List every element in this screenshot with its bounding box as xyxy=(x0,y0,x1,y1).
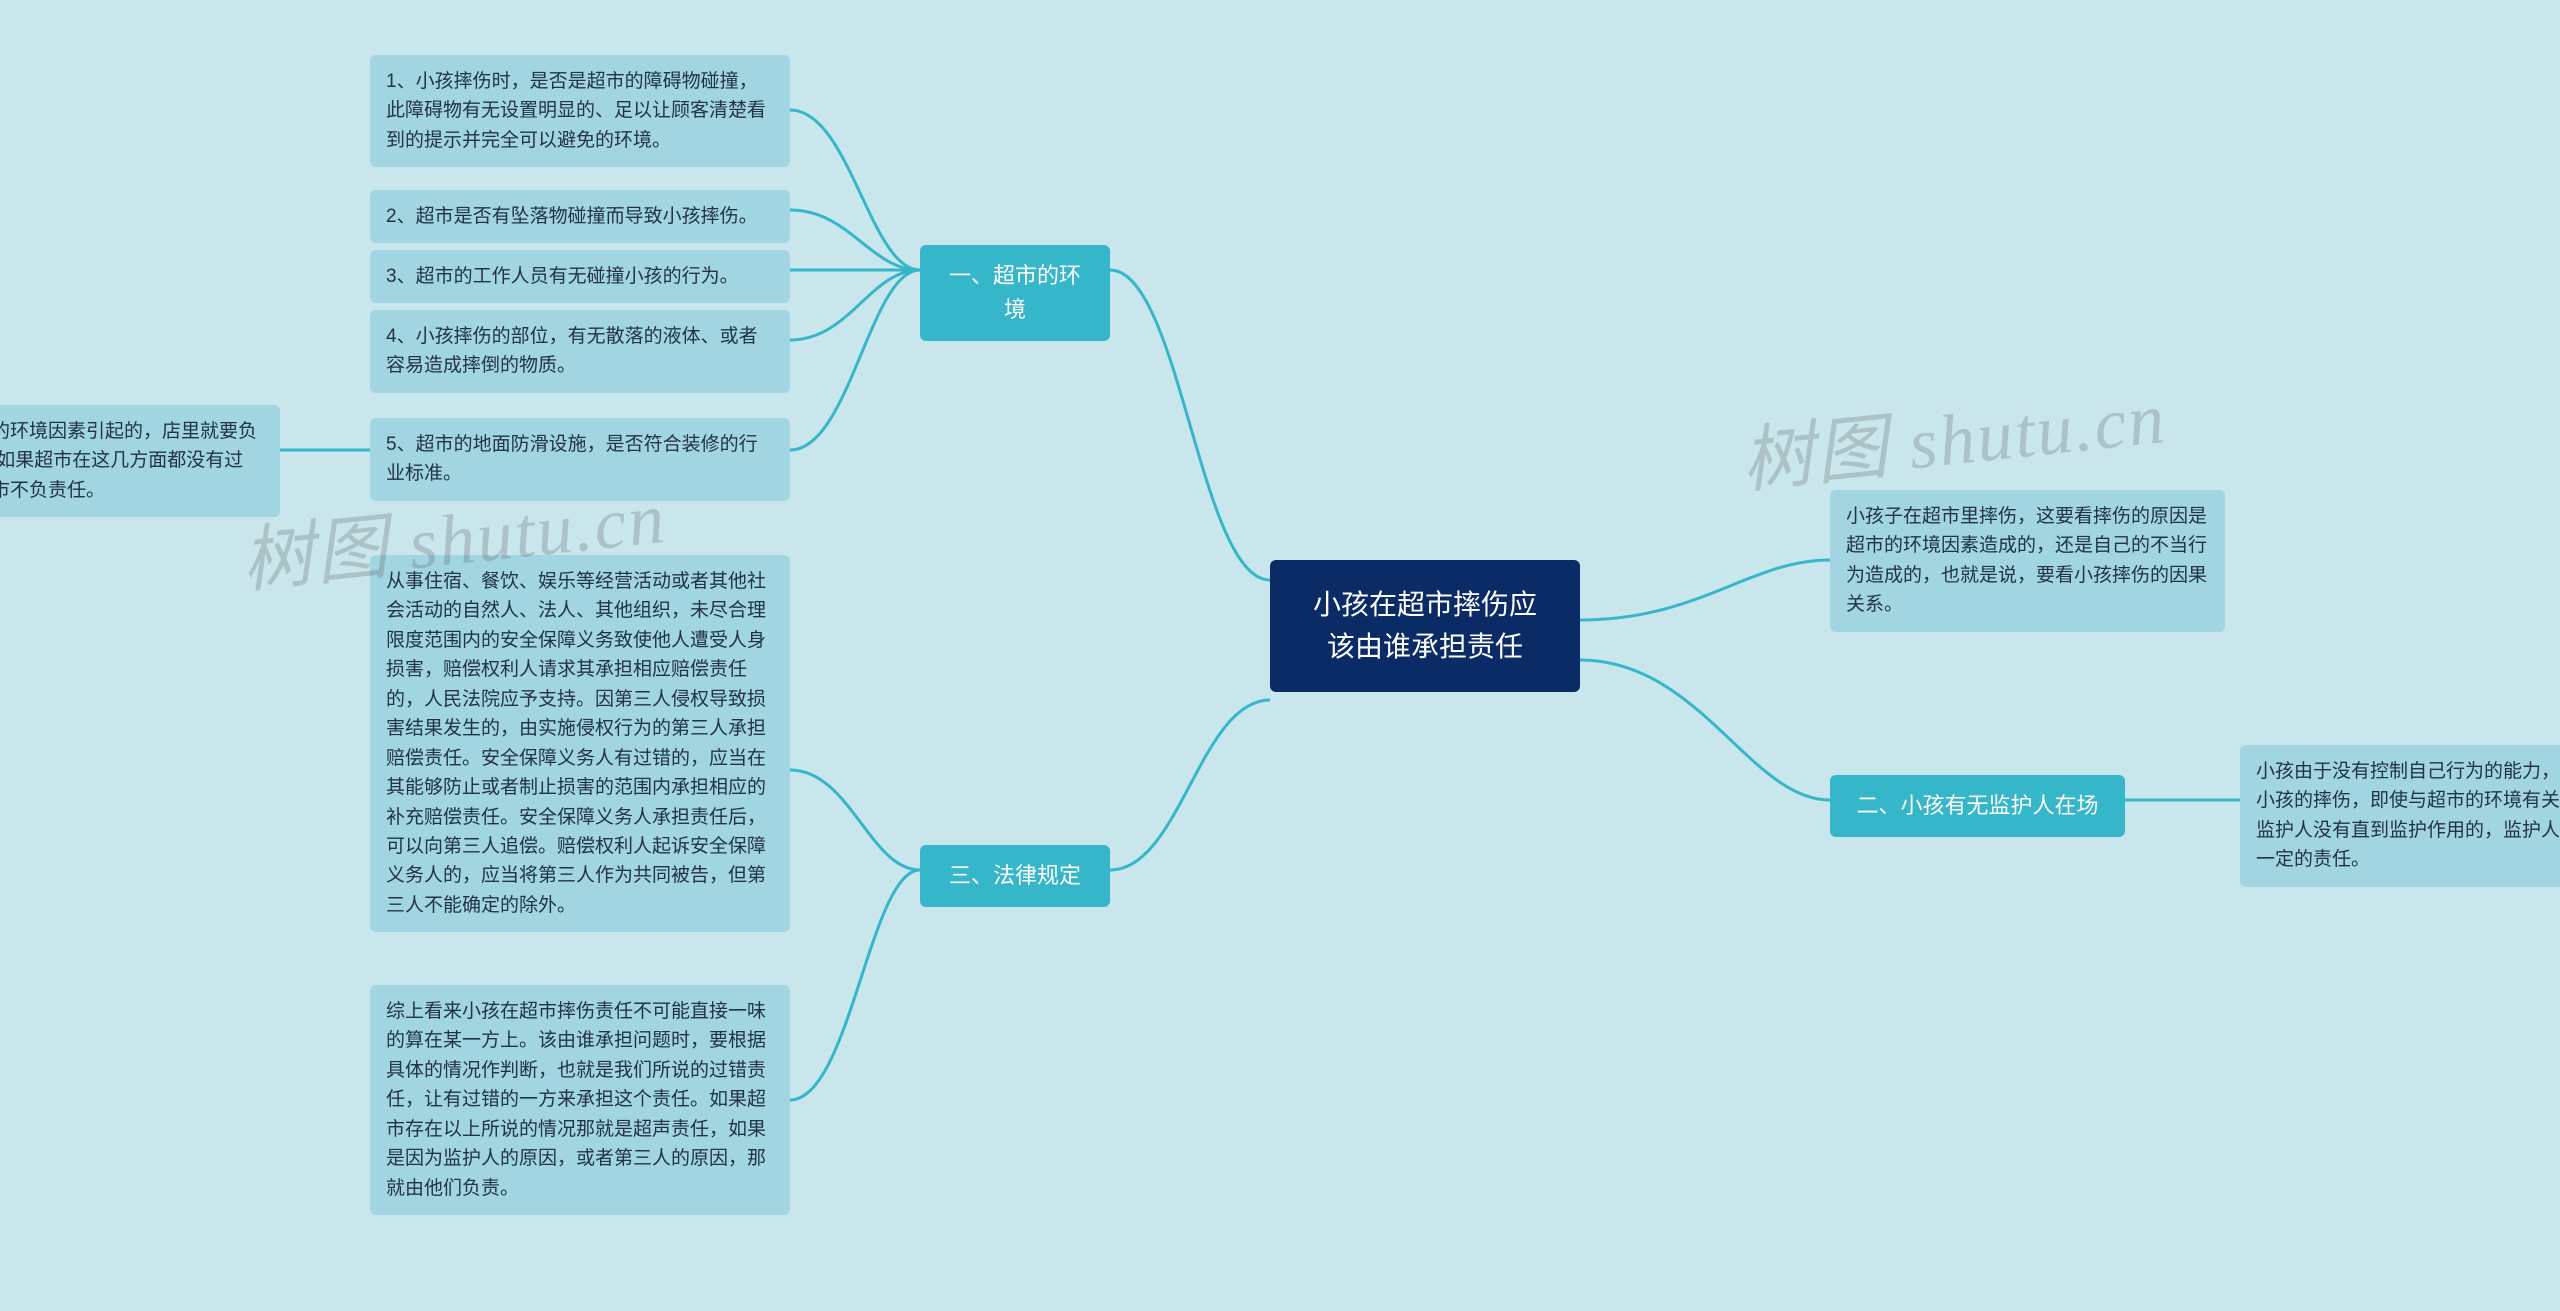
env-text-1: 1、小孩摔伤时，是否是超市的障碍物碰撞，此障碍物有无设置明显的、足以让顾客清楚看… xyxy=(386,71,766,151)
law-leaf-1[interactable]: 从事住宿、餐饮、娱乐等经营活动或者其他社会活动的自然人、法人、其他组织，未尽合理… xyxy=(370,555,790,932)
watermark-2: 树图 shutu.cn xyxy=(1736,358,2171,507)
env-leaf-5-extra[interactable]: 是由于超市的环境因素引起的，店里就要负一定的责任;如果超市在这几方面都没有过错，… xyxy=(0,405,280,517)
env-text-2: 2、超市是否有坠落物碰撞而导致小孩摔伤。 xyxy=(386,206,758,227)
env-text-5-extra: 是由于超市的环境因素引起的，店里就要负一定的责任;如果超市在这几方面都没有过错，… xyxy=(0,421,257,501)
branch-guardian-label: 二、小孩有无监护人在场 xyxy=(1856,793,2098,818)
env-leaf-4[interactable]: 4、小孩摔伤的部位，有无散落的液体、或者容易造成摔倒的物质。 xyxy=(370,310,790,393)
env-leaf-2[interactable]: 2、超市是否有坠落物碰撞而导致小孩摔伤。 xyxy=(370,190,790,243)
center-label: 小孩在超市摔伤应该由谁承担责任 xyxy=(1313,589,1537,662)
intro-leaf[interactable]: 小孩子在超市里摔伤，这要看摔伤的原因是超市的环境因素造成的，还是自己的不当行为造… xyxy=(1830,490,2225,632)
center-node[interactable]: 小孩在超市摔伤应该由谁承担责任 xyxy=(1270,560,1580,692)
env-text-4: 4、小孩摔伤的部位，有无散落的液体、或者容易造成摔倒的物质。 xyxy=(386,326,758,376)
env-leaf-1[interactable]: 1、小孩摔伤时，是否是超市的障碍物碰撞，此障碍物有无设置明显的、足以让顾客清楚看… xyxy=(370,55,790,167)
env-text-5: 5、超市的地面防滑设施，是否符合装修的行业标准。 xyxy=(386,434,758,484)
env-text-3: 3、超市的工作人员有无碰撞小孩的行为。 xyxy=(386,266,739,287)
env-leaf-3[interactable]: 3、超市的工作人员有无碰撞小孩的行为。 xyxy=(370,250,790,303)
intro-text: 小孩子在超市里摔伤，这要看摔伤的原因是超市的环境因素造成的，还是自己的不当行为造… xyxy=(1846,506,2207,615)
law-leaf-2[interactable]: 综上看来小孩在超市摔伤责任不可能直接一味的算在某一方上。该由谁承担问题时，要根据… xyxy=(370,985,790,1215)
branch-law[interactable]: 三、法律规定 xyxy=(920,845,1110,907)
env-leaf-5[interactable]: 5、超市的地面防滑设施，是否符合装修的行业标准。 xyxy=(370,418,790,501)
branch-law-label: 三、法律规定 xyxy=(949,863,1081,888)
branch-env-label: 一、超市的环境 xyxy=(949,263,1081,322)
law-text-1: 从事住宿、餐饮、娱乐等经营活动或者其他社会活动的自然人、法人、其他组织，未尽合理… xyxy=(386,571,766,916)
law-text-2: 综上看来小孩在超市摔伤责任不可能直接一味的算在某一方上。该由谁承担问题时，要根据… xyxy=(386,1001,766,1199)
guardian-text: 小孩由于没有控制自己行为的能力，所以，小孩的摔伤，即使与超市的环境有关，因为监护… xyxy=(2256,761,2560,870)
branch-environment[interactable]: 一、超市的环境 xyxy=(920,245,1110,341)
branch-guardian[interactable]: 二、小孩有无监护人在场 xyxy=(1830,775,2125,837)
mindmap-canvas: 小孩在超市摔伤应该由谁承担责任 小孩子在超市里摔伤，这要看摔伤的原因是超市的环境… xyxy=(0,0,2560,1311)
guardian-leaf[interactable]: 小孩由于没有控制自己行为的能力，所以，小孩的摔伤，即使与超市的环境有关，因为监护… xyxy=(2240,745,2560,887)
